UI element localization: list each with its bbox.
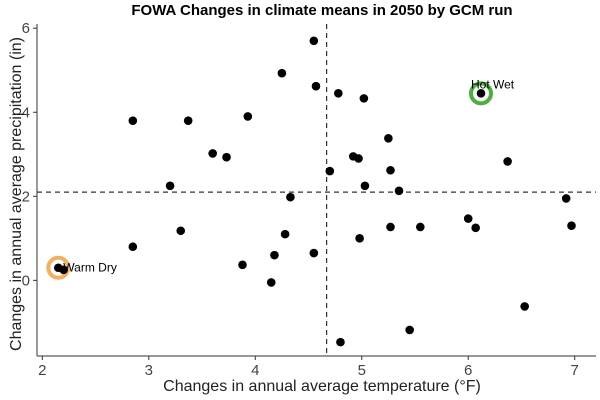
data-point bbox=[286, 192, 295, 202]
data-point bbox=[336, 337, 345, 347]
data-point bbox=[355, 234, 364, 243]
data-point bbox=[238, 260, 247, 270]
x-axis-label: Changes in annual average temperature (°… bbox=[163, 378, 481, 395]
data-point bbox=[270, 250, 279, 260]
data-point bbox=[325, 166, 335, 176]
highlight-ring bbox=[469, 81, 494, 106]
x-tick-label: 7 bbox=[571, 362, 579, 379]
data-point bbox=[222, 152, 231, 162]
y-tick-label: 0 bbox=[22, 272, 30, 289]
annotation-label: Hot Wet bbox=[471, 77, 515, 91]
data-point bbox=[334, 89, 343, 98]
x-tick-label: 3 bbox=[145, 362, 153, 379]
data-point bbox=[394, 186, 404, 196]
data-point bbox=[309, 248, 319, 258]
data-point bbox=[183, 116, 193, 125]
data-point bbox=[277, 68, 287, 78]
data-point bbox=[176, 226, 186, 236]
data-point bbox=[311, 81, 321, 91]
data-point bbox=[354, 154, 363, 163]
chart-title: FOWA Changes in climate means in 2050 by… bbox=[131, 2, 512, 19]
data-point bbox=[561, 194, 571, 203]
data-point bbox=[360, 181, 370, 191]
data-point bbox=[476, 89, 486, 98]
plot-area: 2 3 4 5 6 7 0 2 4 6 Hot Wet Warm Dry bbox=[22, 20, 596, 379]
x-tick-label: 2 bbox=[38, 362, 46, 379]
x-tick-label: 6 bbox=[464, 362, 472, 379]
data-point bbox=[165, 181, 175, 191]
data-point bbox=[520, 302, 529, 311]
data-point bbox=[128, 116, 138, 125]
data-point bbox=[266, 278, 276, 287]
x-tick-label: 4 bbox=[251, 362, 259, 379]
data-point bbox=[359, 94, 369, 103]
data-point bbox=[384, 134, 393, 143]
data-point bbox=[208, 149, 217, 158]
y-tick-label: 6 bbox=[22, 20, 30, 37]
data-point bbox=[386, 165, 395, 175]
data-point bbox=[128, 242, 138, 252]
data-point bbox=[309, 36, 319, 46]
data-point bbox=[405, 325, 414, 335]
data-point bbox=[471, 223, 480, 233]
data-point bbox=[503, 157, 512, 166]
data-point bbox=[416, 222, 425, 232]
annotation-label: Warm Dry bbox=[63, 261, 117, 275]
data-point bbox=[386, 222, 395, 232]
data-point bbox=[463, 214, 473, 223]
y-tick-label: 4 bbox=[22, 104, 30, 121]
data-point bbox=[280, 229, 290, 239]
data-point bbox=[59, 265, 68, 275]
data-point bbox=[243, 112, 253, 121]
highlight-ring bbox=[46, 255, 71, 280]
y-axis-label: Changes in annual average precipitation … bbox=[8, 37, 25, 351]
data-point bbox=[567, 221, 576, 231]
x-tick-label: 5 bbox=[358, 362, 366, 379]
y-tick-label: 2 bbox=[22, 188, 30, 205]
